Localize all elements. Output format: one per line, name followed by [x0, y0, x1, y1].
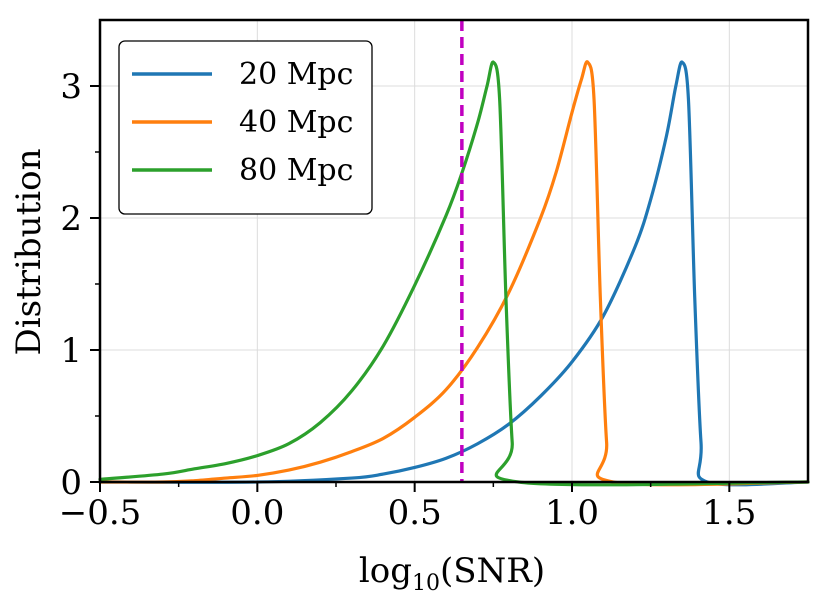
series-line-1	[98, 60, 810, 487]
x-tick-label-1: 0.0	[230, 493, 284, 533]
series-line-0	[98, 60, 810, 487]
x-axis-label-rest: (SNR)	[440, 551, 545, 591]
plot-frame	[98, 18, 810, 484]
legend: 20 Mpc 40 Mpc 80 Mpc	[118, 40, 373, 215]
x-tick-label-4: 1.5	[702, 493, 756, 533]
legend-label-1: 40 Mpc	[239, 105, 353, 140]
series-layer	[98, 60, 810, 487]
x-tick-label-3: 1.0	[545, 493, 599, 533]
y-axis-label: Distribution	[9, 149, 49, 356]
y-tick-label-3: 3	[60, 67, 82, 107]
y-tick-label-1: 1	[60, 331, 82, 371]
legend-label-0: 20 Mpc	[239, 57, 353, 92]
x-axis-label-base: log	[359, 551, 412, 591]
series-line-2	[98, 60, 810, 487]
x-tick-label-2: 0.5	[388, 493, 442, 533]
x-axis-label-subscript: 10	[412, 571, 440, 596]
legend-label-2: 80 Mpc	[239, 153, 353, 188]
x-tick-label-0: −0.5	[59, 493, 142, 533]
x-axis-label: log10(SNR)	[359, 551, 545, 596]
y-tick-label-0: 0	[60, 463, 82, 503]
y-tick-label-2: 2	[60, 199, 82, 239]
ticks: −0.5 0.0 0.5 1.0 1.5 0 1 2 3	[59, 67, 757, 533]
